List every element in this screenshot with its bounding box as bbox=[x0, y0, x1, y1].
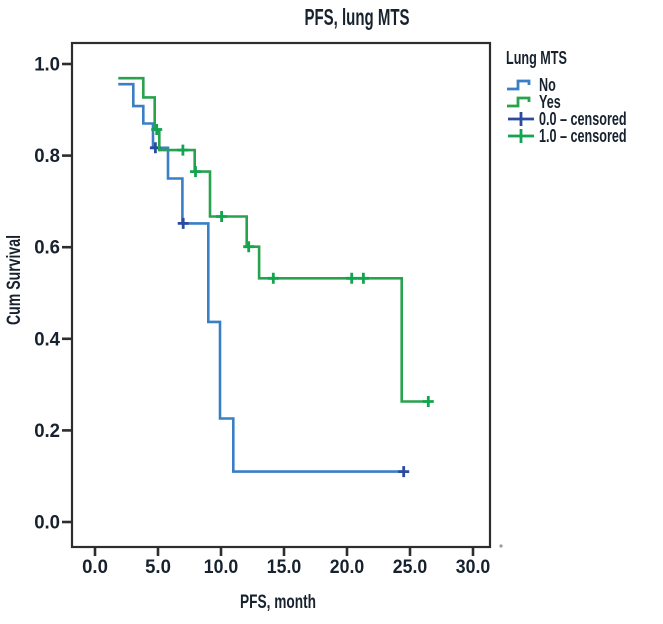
y-tick-label: 0.6 bbox=[34, 238, 60, 259]
legend-item-yes: Yes bbox=[506, 91, 658, 112]
x-tick-label: 20.0 bbox=[330, 557, 364, 578]
km-curve-no bbox=[118, 82, 404, 473]
censor-mark-yes bbox=[216, 211, 228, 222]
plot-frame bbox=[70, 41, 492, 549]
censor-mark-yes bbox=[243, 241, 255, 253]
censor-mark-yes bbox=[190, 166, 201, 178]
x-tick-label: 5.0 bbox=[145, 557, 171, 578]
legend-item-label-yes: Yes bbox=[539, 91, 561, 112]
axis-layer: 0.0 5.0 10.0 15.0 20.0 25.0 30.0 0.0 0.2 0.4 0.6 0.… bbox=[34, 55, 490, 579]
legend-item-censored-1: 1.0 – censored bbox=[506, 125, 658, 146]
x-tick-label: 15.0 bbox=[267, 557, 301, 578]
y-tick-label: 0.4 bbox=[34, 329, 60, 350]
legend-item-label-censored-0: 0.0 – censored bbox=[539, 108, 627, 129]
legend: Lung MTS No Yes 0.0 – censored 1.0 – cen… bbox=[506, 48, 658, 146]
km-curve-yes bbox=[118, 76, 429, 403]
legend-title: Lung MTS bbox=[506, 48, 567, 68]
stray-mark bbox=[499, 544, 503, 548]
censor-mark-yes bbox=[151, 124, 163, 135]
censor-mark-no bbox=[177, 217, 189, 229]
x-tick-label: 25.0 bbox=[393, 557, 427, 578]
yes-step-line-icon bbox=[507, 96, 531, 107]
legend-item-label-censored-1: 1.0 – censored bbox=[539, 125, 627, 146]
series-layer bbox=[118, 76, 434, 478]
x-axis-label: PFS, month bbox=[240, 592, 316, 613]
censor-mark-yes bbox=[357, 272, 369, 284]
y-tick-label: 1.0 bbox=[34, 55, 60, 76]
y-tick-label: 0.2 bbox=[34, 421, 60, 442]
x-tick-label: 10.0 bbox=[204, 557, 238, 578]
x-tick-label: 30.0 bbox=[456, 557, 490, 578]
legend-item-censored-0: 0.0 – censored bbox=[506, 108, 658, 129]
legend-item-no: No bbox=[506, 74, 658, 95]
censored-1-cross-icon bbox=[508, 128, 534, 143]
censored-0-cross-icon bbox=[508, 111, 534, 126]
censor-mark-yes bbox=[422, 396, 434, 407]
censor-mark-yes bbox=[346, 272, 358, 284]
legend-item-label-no: No bbox=[539, 74, 556, 95]
no-step-line-icon bbox=[507, 79, 531, 90]
y-tick-label: 0.8 bbox=[34, 146, 60, 167]
chart-title: PFS, lung MTS bbox=[305, 4, 410, 30]
x-tick-label: 0.0 bbox=[82, 557, 108, 578]
y-tick-label: 0.0 bbox=[34, 513, 60, 534]
censor-mark-yes bbox=[177, 144, 189, 156]
y-axis-label: Cum Survival bbox=[4, 235, 25, 325]
censor-mark-yes bbox=[267, 272, 279, 284]
censor-mark-no bbox=[398, 466, 410, 478]
